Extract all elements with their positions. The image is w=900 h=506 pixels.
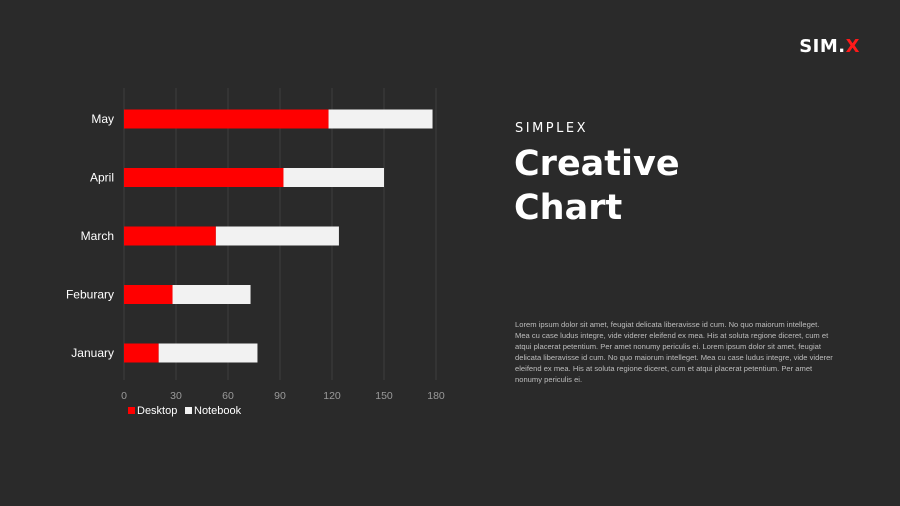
logo-text: SIM: [799, 36, 839, 57]
legend-swatch: [185, 407, 192, 414]
bar-desktop: [124, 168, 284, 187]
x-tick-label: 150: [375, 390, 393, 402]
legend-swatch: [128, 407, 135, 414]
bar-notebook: [283, 168, 384, 187]
title-line-1: Creative: [514, 144, 680, 184]
bar-desktop: [124, 343, 159, 363]
bar-notebook: [172, 285, 251, 304]
category-label: March: [81, 229, 114, 243]
logo-accent: X: [845, 36, 860, 57]
category-label: April: [90, 171, 114, 185]
x-tick-label: 120: [323, 390, 341, 402]
bar-desktop: [124, 285, 173, 304]
brand-logo: SIM.X: [799, 36, 860, 57]
x-tick-label: 0: [121, 390, 127, 402]
heading-kicker: SIMPLEX: [515, 121, 589, 136]
x-tick-label: 60: [222, 390, 234, 402]
x-tick-label: 30: [170, 390, 182, 402]
category-label: Feburary: [66, 288, 114, 302]
heading-title: Creative Chart: [514, 142, 814, 230]
bar-notebook: [215, 226, 339, 246]
category-label: January: [71, 346, 114, 360]
bar-notebook: [328, 109, 433, 129]
x-tick-label: 90: [274, 390, 286, 402]
stacked-bar-chart: 0 30 60 90 120 150 180 May April March Feburary Jan…: [66, 88, 445, 417]
legend-label: Notebook: [194, 405, 242, 417]
logo-separator: .: [838, 36, 846, 57]
legend-label: Desktop: [137, 405, 177, 417]
title-line-2: Chart: [514, 188, 623, 228]
bar-notebook: [158, 343, 258, 363]
bar-desktop: [124, 226, 216, 246]
x-tick-label: 180: [427, 390, 445, 402]
body-paragraph: Lorem ipsum dolor sit amet, feugiat deli…: [515, 320, 833, 384]
category-label: May: [91, 112, 114, 126]
bar-desktop: [124, 109, 329, 129]
